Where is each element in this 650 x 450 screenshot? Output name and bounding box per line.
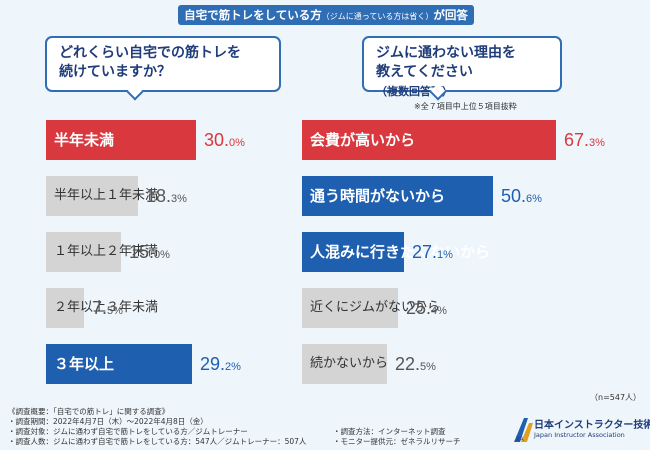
chart1-value-int-1: 18. [146, 186, 172, 206]
chart2-label-3: 近くにジムがないから [310, 300, 441, 315]
footer-method: ・調査方法：インターネット調査 [333, 427, 446, 436]
chart1-label-2: １年以上２年未満 [54, 244, 159, 259]
chart1-bar-1 [46, 176, 138, 216]
chart2-bar-3 [302, 288, 398, 328]
chart1-label-1: 半年以上１年未満 [54, 188, 159, 203]
chart1-value-dec-2: 0% [154, 249, 170, 261]
chart2-value-int-2: 27. [412, 242, 438, 262]
chart2-bar-0 [302, 120, 556, 160]
title-note: （ジムに通っている方は省く） [321, 12, 434, 21]
chart2-value-int-3: 25. [406, 298, 432, 318]
left-question-line1: どれくらい自宅での筋トレを [59, 45, 241, 61]
logo-mark: JIA [515, 437, 524, 443]
chart2-value-int-1: 50. [501, 186, 527, 206]
chart2-value-int-0: 67. [564, 130, 590, 150]
chart1-value-dec-1: 3% [171, 193, 187, 205]
footer-period: ・調査期間：2022年4月7日（木）～2022年4月8日（金） [8, 417, 208, 426]
right-question-line2: 教えてください [376, 64, 473, 80]
chart2-label-0: 会費が高いから [310, 131, 416, 149]
chart2-label-1: 通う時間がないから [310, 187, 446, 205]
logo-name: 日本インストラクター技術協会 [534, 420, 650, 431]
chart2-label-4: 続かないから [310, 356, 389, 371]
chart1-value-int-3: 7. [92, 298, 108, 318]
chart2-value-4: 22.5% [395, 344, 436, 387]
chart1-value-4: 29.2% [200, 344, 241, 387]
right-question-line1: ジムに通わない理由を [376, 45, 516, 61]
chart1-bar-0 [46, 120, 196, 160]
chart1-value-3: 7.5% [92, 288, 123, 331]
left-question-box: どれくらい自宅での筋トレを 続けていますか？ [45, 36, 281, 92]
footer-heading: 《調査概要：「自宅での筋トレ」に関する調査》 [8, 407, 170, 416]
chart-title: 自宅で筋トレをしている方（ジムに通っている方は省く）が回答 [178, 5, 474, 25]
chart2-bar-4 [302, 344, 387, 384]
footer-monitor: ・モニター提供元：ゼネラルリサーチ [333, 437, 461, 446]
chart2-value-0: 67.3% [564, 120, 605, 163]
chart1-label-0: 半年未満 [54, 131, 115, 149]
chart2-value-dec-3: 4% [431, 305, 447, 317]
chart1-value-int-2: 15. [129, 242, 155, 262]
right-note: ※全７項目中上位５項目抜粋 [414, 102, 517, 111]
chart2-bar-2 [302, 232, 404, 272]
logo-en: Japan Instructor Association [534, 431, 625, 439]
chart1-bar-3 [46, 288, 84, 328]
chart1-value-0: 30.0% [204, 120, 245, 163]
chart2-value-int-4: 22. [395, 354, 421, 374]
chart1-value-int-4: 29. [200, 354, 226, 374]
chart2-label-2: 人混みに行きたくないから [310, 243, 491, 261]
chart2-value-dec-2: 1% [437, 249, 453, 261]
chart2-value-2: 27.1% [412, 232, 453, 275]
chart2-value-dec-1: 6% [526, 193, 542, 205]
chart1-value-1: 18.3% [146, 176, 187, 219]
title-main: 自宅で筋トレをしている方 [184, 8, 322, 22]
chart2-value-3: 25.4% [406, 288, 447, 331]
survey-footer: 《調査概要：「自宅での筋トレ」に関する調査》 ・調査期間：2022年4月7日（木… [8, 407, 306, 447]
chart2-bar-1 [302, 176, 493, 216]
chart1-label-3: ２年以上３年未満 [54, 300, 159, 315]
chart1-label-4: ３年以上 [54, 355, 115, 373]
chart1-value-dec-0: 0% [229, 137, 245, 149]
chart2-value-1: 50.6% [501, 176, 542, 219]
footer-target: ・調査対象：ジムに通わず自宅で筋トレをしている方／ジムトレーナー [8, 427, 248, 436]
chart2-value-dec-4: 5% [420, 361, 436, 373]
jia-logo-icon: JIA [514, 418, 533, 443]
chart1-value-dec-3: 5% [107, 305, 123, 317]
right-question-box: ジムに通わない理由を 教えてください（複数回答可） [362, 36, 562, 98]
chart1-value-2: 15.0% [129, 232, 170, 275]
footer-people: ・調査人数：ジムに通わず自宅で筋トレをしている方：547人／ジムトレーナー：50… [8, 437, 307, 446]
survey-footer-right: ・調査方法：インターネット調査 ・モニター提供元：ゼネラルリサーチ [333, 427, 461, 447]
chart1-value-int-0: 30. [204, 130, 230, 150]
title-tail: が回答 [433, 8, 468, 22]
chart1-value-dec-4: 2% [225, 361, 241, 373]
chart1-bar-2 [46, 232, 121, 272]
chart1-bar-4 [46, 344, 192, 384]
sample-size-note: （n=547人） [590, 393, 642, 402]
left-question-line2: 続けていますか？ [59, 64, 171, 80]
chart2-value-dec-0: 3% [589, 137, 605, 149]
